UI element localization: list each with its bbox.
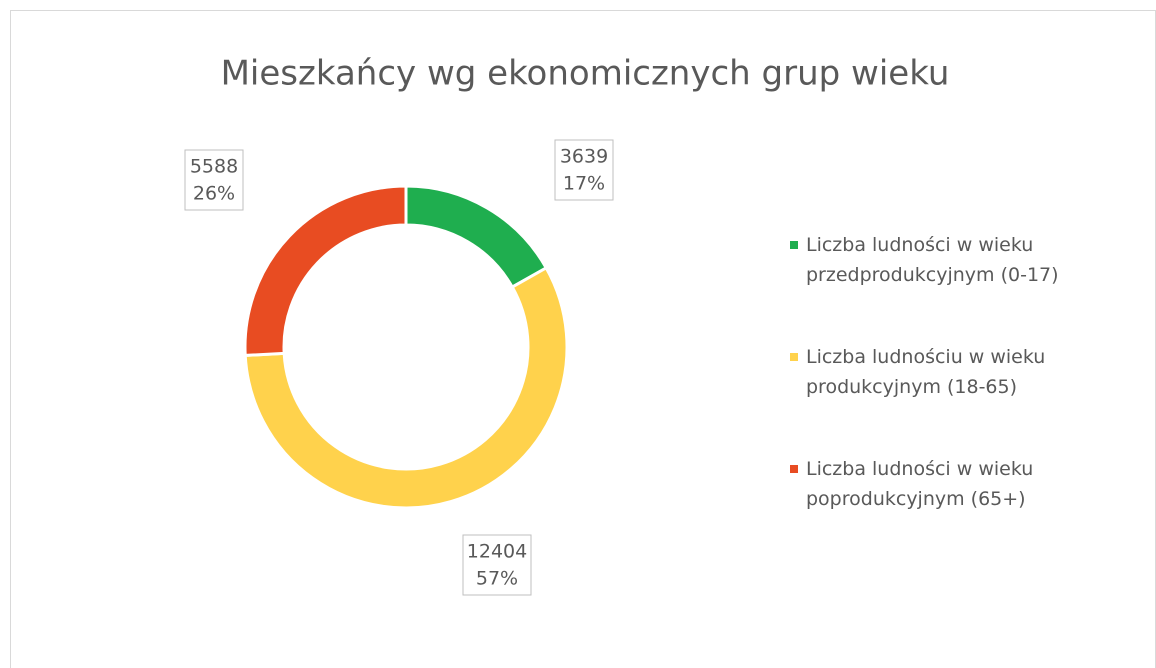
data-label-percent: 26%: [193, 183, 235, 205]
legend-entry: Liczba ludności w wieku przedprodukcyjny…: [790, 230, 1106, 290]
chart-title: Mieszkańcy wg ekonomicznych grup wieku: [221, 54, 950, 94]
donut-segment: [243, 184, 408, 358]
data-label-value: 5588: [190, 156, 238, 178]
data-label-percent: 17%: [563, 173, 605, 195]
donut-segment: [404, 184, 549, 290]
donut-segment: [243, 265, 569, 510]
data-label-value: 3639: [560, 146, 608, 168]
data-label-box: [462, 534, 532, 596]
legend-entry: Liczba ludnościu w wieku produkcyjnym (1…: [790, 342, 1106, 402]
chart-border: [10, 10, 1156, 668]
legend-label: Liczba ludnościu w wieku produkcyjnym (1…: [806, 346, 1046, 398]
legend-entry: Liczba ludności w wieku poprodukcyjnym (…: [790, 454, 1106, 514]
legend-swatch: [790, 241, 798, 249]
legend-swatch: [790, 465, 798, 473]
legend-label: Liczba ludności w wieku przedprodukcyjny…: [806, 234, 1059, 286]
legend-swatch: [790, 353, 798, 361]
data-label-box: [554, 139, 614, 201]
data-label-box: [184, 149, 244, 211]
data-label-value: 12404: [467, 541, 527, 563]
legend-label: Liczba ludności w wieku poprodukcyjnym (…: [806, 458, 1034, 510]
data-label-percent: 57%: [476, 568, 518, 590]
